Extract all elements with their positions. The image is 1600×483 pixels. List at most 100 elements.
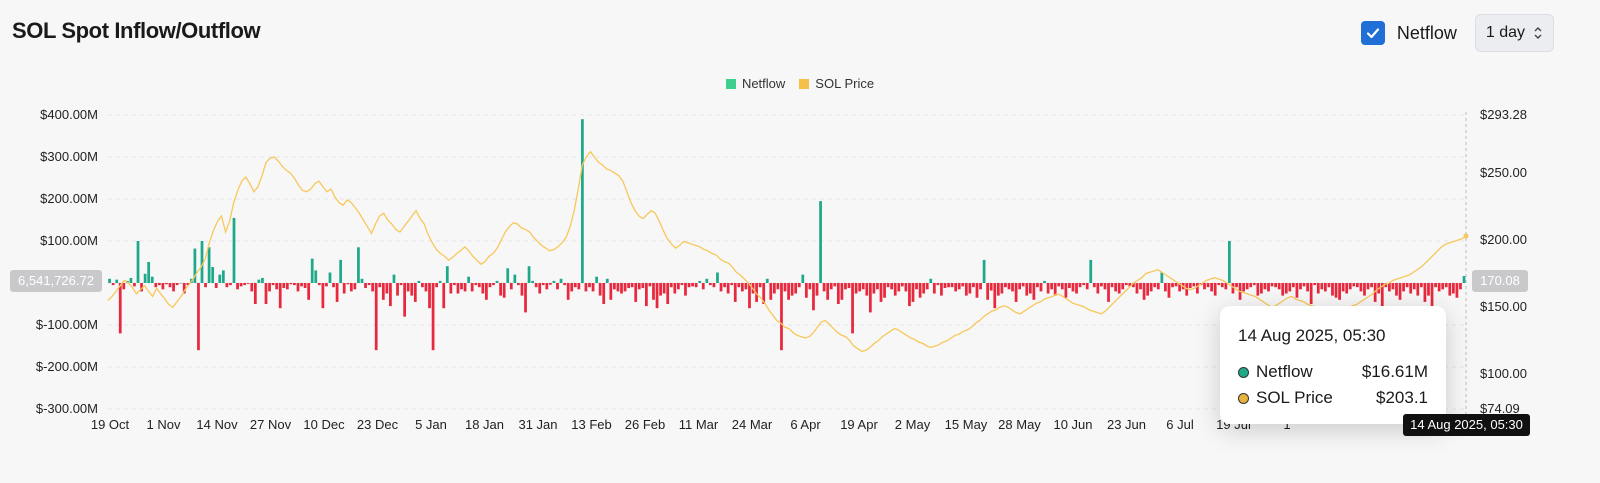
netflow-bar xyxy=(289,283,293,285)
netflow-bar xyxy=(854,283,858,294)
legend-swatch-netflow xyxy=(725,78,736,89)
netflow-bar xyxy=(922,283,926,294)
netflow-bar xyxy=(669,283,673,288)
netflow-bar xyxy=(1363,283,1366,296)
x-tick-label: 28 May xyxy=(998,417,1041,432)
netflow-bar xyxy=(737,283,741,288)
netflow-bar xyxy=(584,283,588,292)
netflow-bar xyxy=(904,283,908,292)
netflow-bar xyxy=(1060,283,1064,290)
netflow-bar xyxy=(545,283,549,290)
netflow-bar xyxy=(1324,283,1327,292)
netflow-bar xyxy=(748,283,751,309)
netflow-bar xyxy=(467,276,471,283)
netflow-bar xyxy=(232,217,236,283)
netflow-bar xyxy=(1245,283,1249,290)
netflow-bar xyxy=(1455,283,1459,298)
legend-item-netflow[interactable]: Netflow xyxy=(725,76,785,91)
netflow-bar xyxy=(762,283,766,304)
netflow-bar xyxy=(1373,283,1377,302)
netflow-bar xyxy=(1270,283,1274,287)
netflow-bar xyxy=(531,280,534,283)
netflow-bar xyxy=(936,283,940,286)
netflow-bar xyxy=(836,283,840,304)
netflow-bar xyxy=(218,274,222,283)
netflow-bar xyxy=(236,283,239,290)
netflow-bar xyxy=(1025,283,1029,296)
x-tick-label: 6 Jul xyxy=(1166,417,1194,432)
netflow-bar xyxy=(897,283,901,292)
netflow-bar xyxy=(1430,283,1434,309)
netflow-toggle[interactable]: Netflow xyxy=(1360,21,1457,45)
netflow-bar xyxy=(1334,283,1338,298)
netflow-bar xyxy=(797,283,801,288)
netflow-checkbox[interactable] xyxy=(1360,21,1385,45)
netflow-bar xyxy=(186,283,190,286)
netflow-bar xyxy=(115,279,119,283)
netflow-bar xyxy=(129,277,133,283)
netflow-bar xyxy=(122,283,126,290)
netflow-bar xyxy=(940,283,943,296)
legend-item-sol-price[interactable]: SOL Price xyxy=(799,76,874,91)
netflow-bar xyxy=(769,283,773,300)
netflow-bar xyxy=(150,276,154,283)
netflow-bar xyxy=(1068,283,1071,289)
netflow-bar xyxy=(1220,283,1224,288)
netflow-bar xyxy=(1085,283,1089,290)
netflow-bar xyxy=(1160,272,1164,283)
y-left-tick-label: $-300.00M xyxy=(36,401,98,416)
interval-select[interactable]: 1 day xyxy=(1474,14,1554,52)
netflow-bar xyxy=(1188,283,1192,289)
netflow-bar xyxy=(726,283,730,294)
tooltip-value-sol-price: $203.1 xyxy=(1376,388,1428,407)
netflow-bar xyxy=(1124,283,1128,286)
x-tick-label: 26 Feb xyxy=(625,417,665,432)
netflow-bar xyxy=(1032,283,1036,300)
netflow-bar xyxy=(1082,283,1086,286)
netflow-bar xyxy=(630,283,634,288)
netflow-bar xyxy=(1021,283,1025,287)
netflow-bar xyxy=(285,283,289,290)
netflow-bar xyxy=(133,283,136,287)
netflow-bar xyxy=(1281,283,1285,296)
netflow-bar xyxy=(662,283,666,294)
netflow-bar xyxy=(449,283,453,294)
netflow-bar xyxy=(1366,283,1370,290)
legend-label-sol-price: SOL Price xyxy=(815,76,875,91)
sol-price-end-point xyxy=(1463,233,1469,239)
netflow-bar xyxy=(712,283,716,288)
netflow-bar xyxy=(417,280,421,283)
netflow-bar xyxy=(225,283,229,288)
netflow-bar xyxy=(666,283,670,304)
netflow-bar xyxy=(1174,283,1178,287)
netflow-bar xyxy=(623,283,627,292)
tooltip-row-netflow: Netflow $16.61M xyxy=(1238,362,1428,382)
netflow-bar xyxy=(719,283,723,292)
netflow-bar xyxy=(616,283,620,292)
netflow-bar xyxy=(552,280,556,283)
netflow-bar xyxy=(140,283,143,292)
netflow-bar xyxy=(954,283,958,292)
netflow-bar xyxy=(193,248,197,283)
netflow-bar xyxy=(1011,283,1014,292)
netflow-bar xyxy=(357,247,360,283)
netflow-bar xyxy=(1206,283,1210,288)
netflow-bar xyxy=(214,283,218,289)
netflow-bar xyxy=(598,283,602,296)
netflow-bar xyxy=(911,283,915,302)
netflow-bar xyxy=(609,283,613,300)
netflow-bar xyxy=(893,283,897,296)
netflow-bar xyxy=(435,283,439,288)
tooltip-date: 14 Aug 2025, 05:30 xyxy=(1238,326,1386,345)
netflow-bar xyxy=(438,280,442,283)
netflow-bar xyxy=(581,119,584,283)
netflow-bar xyxy=(399,283,403,286)
netflow-bar xyxy=(577,283,581,290)
netflow-bar xyxy=(374,283,378,351)
netflow-bar xyxy=(307,283,311,300)
netflow-bar xyxy=(1451,283,1455,294)
netflow-bar xyxy=(1103,283,1107,290)
netflow-bar xyxy=(325,283,328,287)
netflow-bar xyxy=(445,266,449,283)
netflow-bar xyxy=(111,283,115,286)
